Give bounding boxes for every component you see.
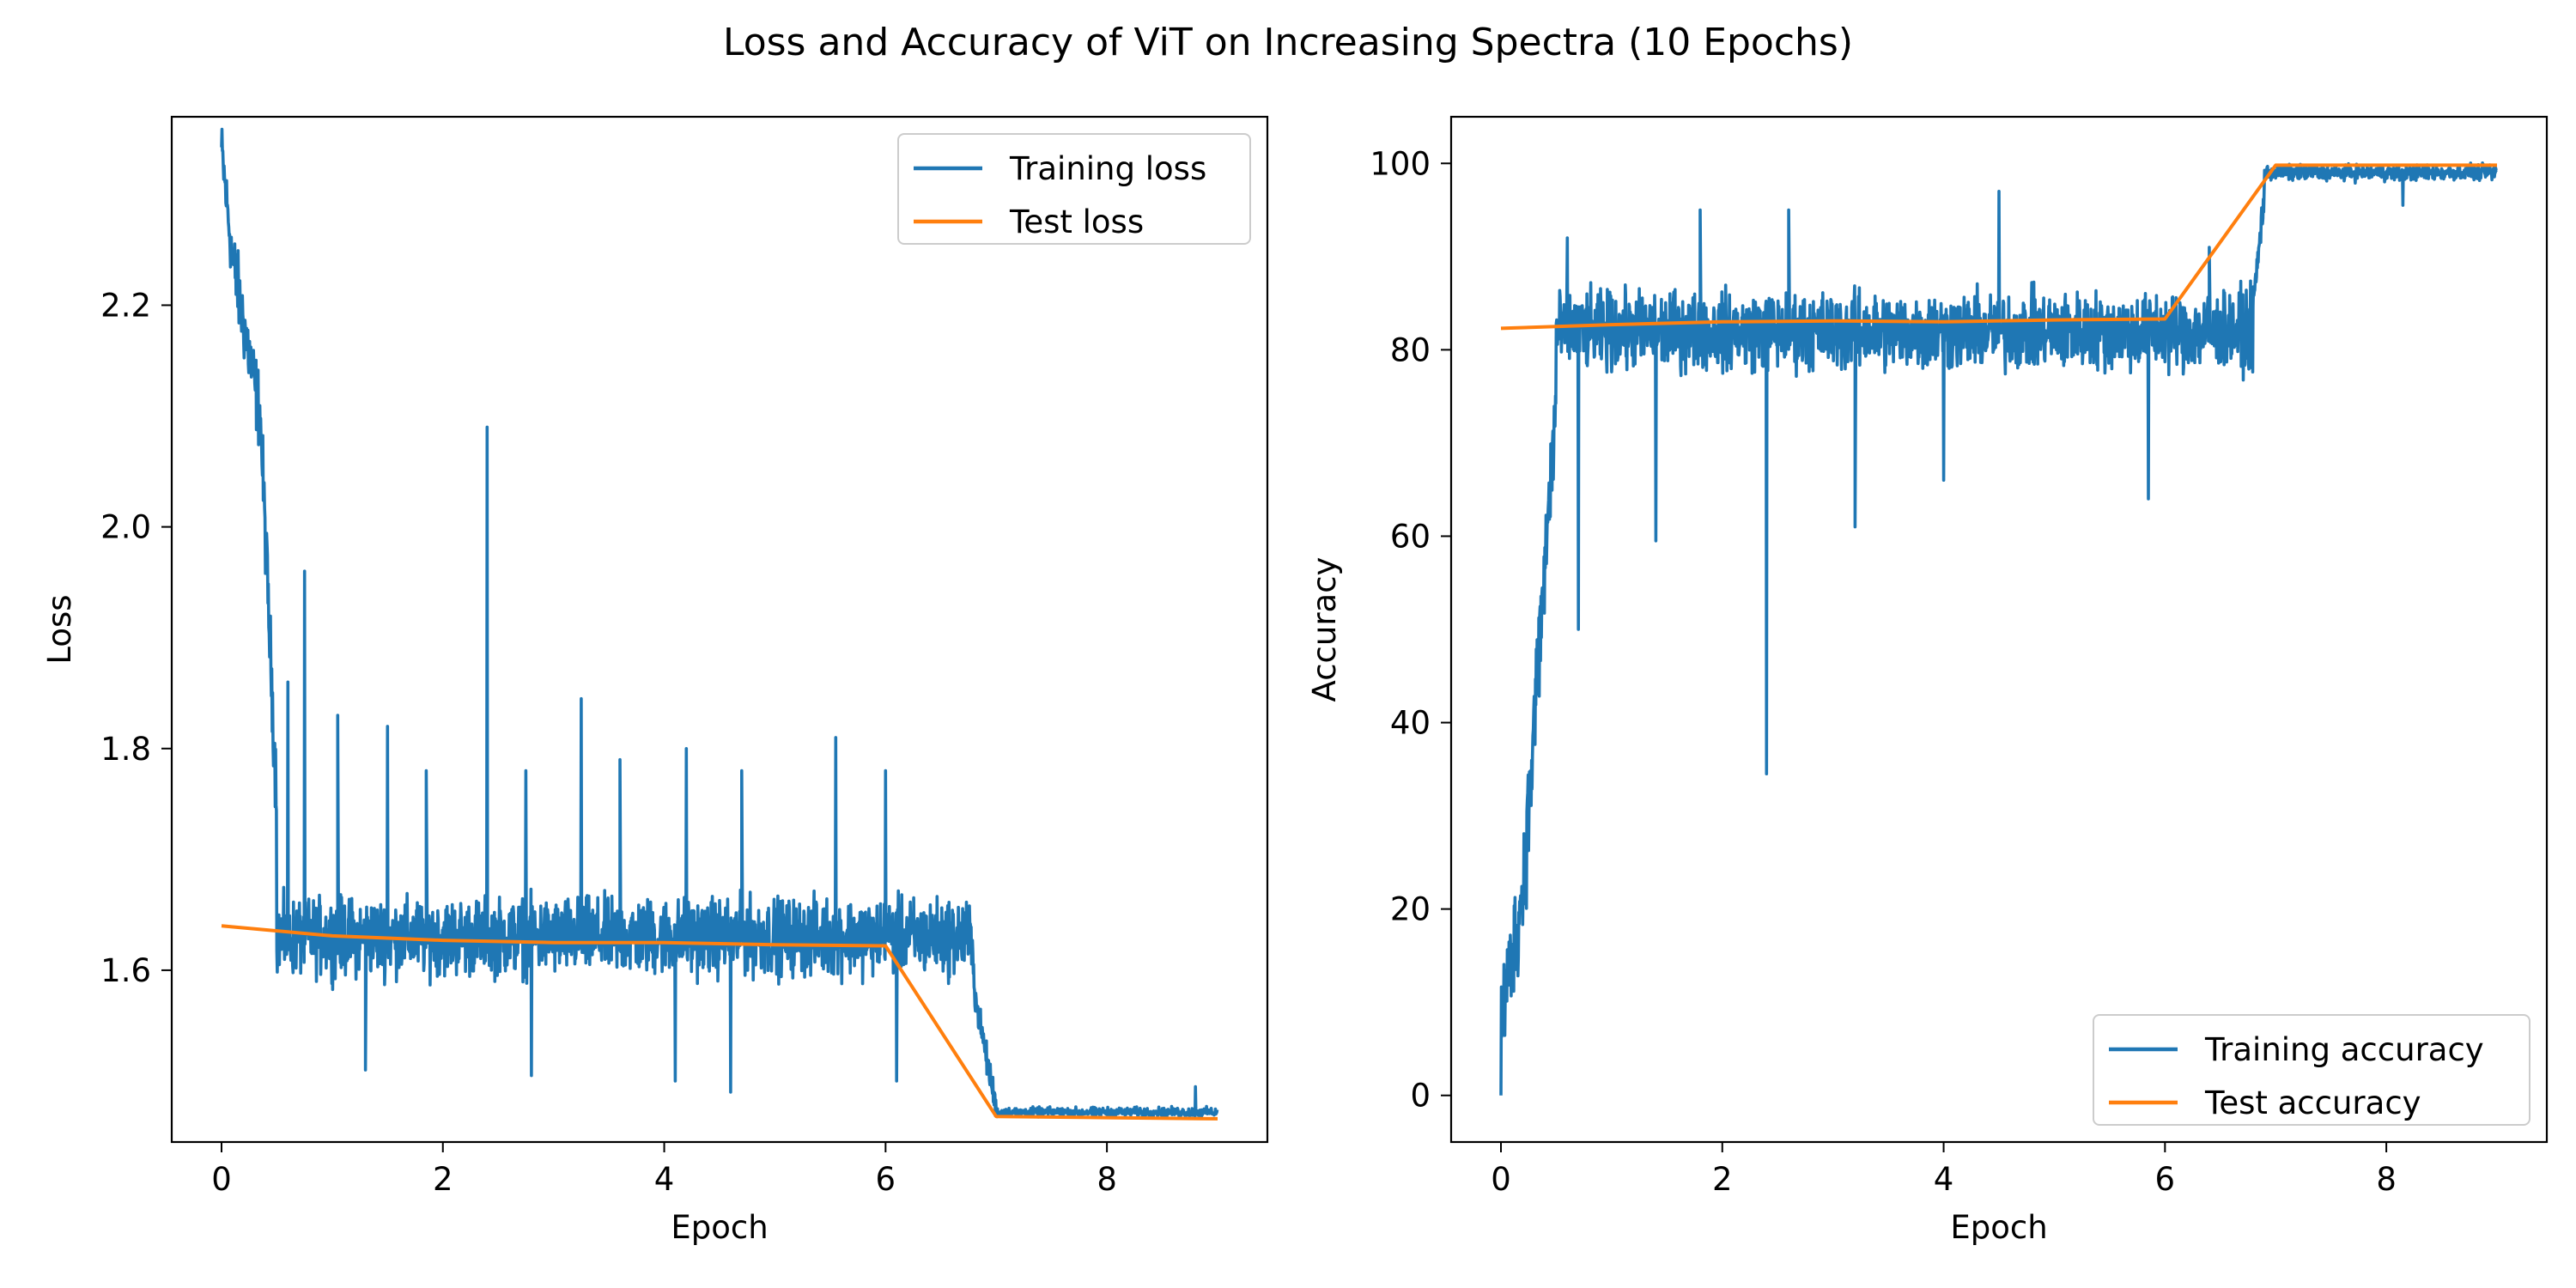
loss-legend: Training loss Test loss [897, 133, 1251, 245]
accuracy-y-tick-label: 40 [1390, 705, 1431, 742]
accuracy-y-tick-label: 80 [1390, 331, 1431, 368]
accuracy-legend: Training accuracy Test accuracy [2093, 1014, 2530, 1126]
figure-title: Loss and Accuracy of ViT on Increasing S… [723, 21, 1853, 64]
loss-axes-frame [170, 115, 1269, 1144]
loss-legend-label: Training loss [1009, 150, 1206, 187]
accuracy-y-tick-label: 100 [1370, 145, 1431, 182]
loss-x-tick-label: 4 [654, 1161, 675, 1198]
accuracy-y-tick-label: 60 [1390, 518, 1431, 555]
accuracy-legend-label: Test accuracy [2204, 1084, 2421, 1121]
loss-y-tick-label: 1.8 [100, 731, 151, 768]
accuracy-legend-label: Training accuracy [2204, 1031, 2484, 1068]
loss-y-tick-label: 2.2 [100, 287, 151, 324]
accuracy-series-test-line [1500, 163, 2497, 331]
accuracy-x-axis-label: Epoch [1950, 1209, 2047, 1246]
loss-x-tick-label: 6 [876, 1161, 896, 1198]
accuracy-x-tick-label: 8 [2376, 1161, 2397, 1198]
accuracy-plot-area [1499, 161, 2498, 1096]
accuracy-x-tick-label: 2 [1712, 1161, 1733, 1198]
loss-x-tick-label: 8 [1097, 1161, 1117, 1198]
loss-legend-label: Test loss [1009, 204, 1144, 240]
accuracy-x-tick-label: 0 [1491, 1161, 1511, 1198]
loss-series-training-line [220, 127, 1219, 1120]
loss-plot-area [220, 127, 1219, 1121]
loss-x-tick-label: 0 [211, 1161, 232, 1198]
accuracy-y-tick-label: 0 [1410, 1078, 1431, 1115]
accuracy-series-training-line [1499, 161, 2498, 1096]
loss-y-tick-label: 2.0 [100, 509, 151, 546]
accuracy-x-tick-label: 4 [1934, 1161, 1954, 1198]
accuracy-y-axis-label: Accuracy [1306, 557, 1343, 702]
accuracy-x-tick-label: 6 [2155, 1161, 2176, 1198]
accuracy-y-tick-label: 20 [1390, 891, 1431, 928]
loss-x-tick-label: 2 [433, 1161, 453, 1198]
accuracy-axes-frame [1449, 115, 2549, 1144]
loss-y-tick-label: 1.6 [100, 952, 151, 989]
loss-series-test-line [221, 924, 1218, 1121]
loss-y-axis-label: Loss [41, 594, 78, 664]
loss-x-axis-label: Epoch [671, 1209, 768, 1246]
